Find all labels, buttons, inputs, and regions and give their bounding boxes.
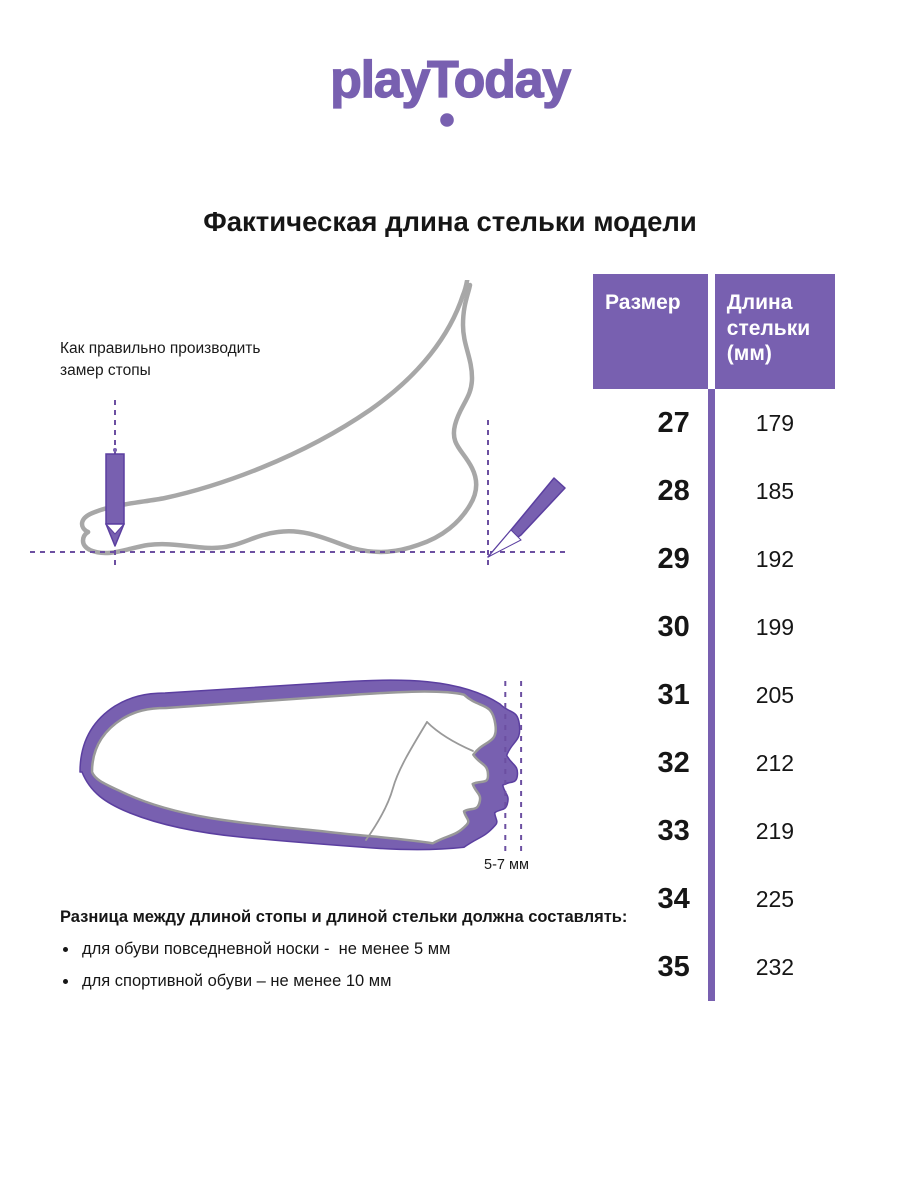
svg-text:playToday: playToday: [330, 51, 571, 109]
